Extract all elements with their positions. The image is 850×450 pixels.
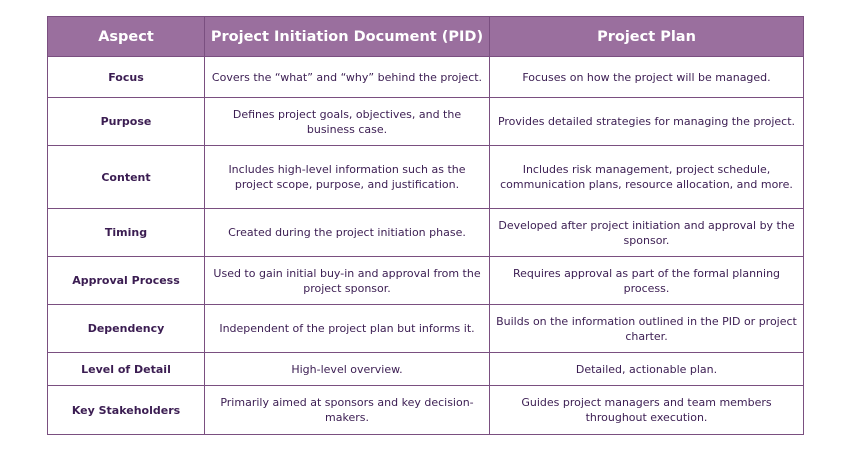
table-row: Level of Detail High-level overview. Det… (47, 352, 804, 386)
header-pid: Project Initiation Document (PID) (204, 16, 490, 57)
row-plan: Builds on the information outlined in th… (489, 304, 804, 353)
row-plan: Provides detailed strategies for managin… (489, 97, 804, 146)
row-aspect: Purpose (47, 97, 205, 146)
table-row: Purpose Defines project goals, objective… (47, 97, 804, 146)
row-pid: Used to gain initial buy-in and approval… (204, 256, 490, 305)
row-pid: Includes high-level information such as … (204, 145, 490, 209)
header-aspect: Aspect (47, 16, 205, 57)
row-aspect: Key Stakeholders (47, 385, 205, 435)
row-aspect: Dependency (47, 304, 205, 353)
comparison-table: Aspect Project Initiation Document (PID)… (47, 16, 804, 435)
row-plan: Includes risk management, project schedu… (489, 145, 804, 209)
table-row: Dependency Independent of the project pl… (47, 304, 804, 353)
row-pid: Primarily aimed at sponsors and key deci… (204, 385, 490, 435)
row-plan: Developed after project initiation and a… (489, 208, 804, 257)
row-plan: Guides project managers and team members… (489, 385, 804, 435)
table-row: Approval Process Used to gain initial bu… (47, 256, 804, 305)
comparison-table-container: Aspect Project Initiation Document (PID)… (47, 16, 804, 435)
table-row: Content Includes high-level information … (47, 145, 804, 209)
row-pid: Covers the “what” and “why” behind the p… (204, 56, 490, 98)
table-row: Key Stakeholders Primarily aimed at spon… (47, 385, 804, 435)
table-row: Focus Covers the “what” and “why” behind… (47, 56, 804, 98)
row-aspect: Level of Detail (47, 352, 205, 386)
header-project-plan: Project Plan (489, 16, 804, 57)
row-aspect: Timing (47, 208, 205, 257)
row-plan: Focuses on how the project will be manag… (489, 56, 804, 98)
row-plan: Detailed, actionable plan. (489, 352, 804, 386)
row-pid: Created during the project initiation ph… (204, 208, 490, 257)
row-pid: High-level overview. (204, 352, 490, 386)
row-aspect: Approval Process (47, 256, 205, 305)
header-row: Aspect Project Initiation Document (PID)… (47, 16, 804, 57)
table-row: Timing Created during the project initia… (47, 208, 804, 257)
row-plan: Requires approval as part of the formal … (489, 256, 804, 305)
row-aspect: Content (47, 145, 205, 209)
row-pid: Defines project goals, objectives, and t… (204, 97, 490, 146)
row-pid: Independent of the project plan but info… (204, 304, 490, 353)
row-aspect: Focus (47, 56, 205, 98)
